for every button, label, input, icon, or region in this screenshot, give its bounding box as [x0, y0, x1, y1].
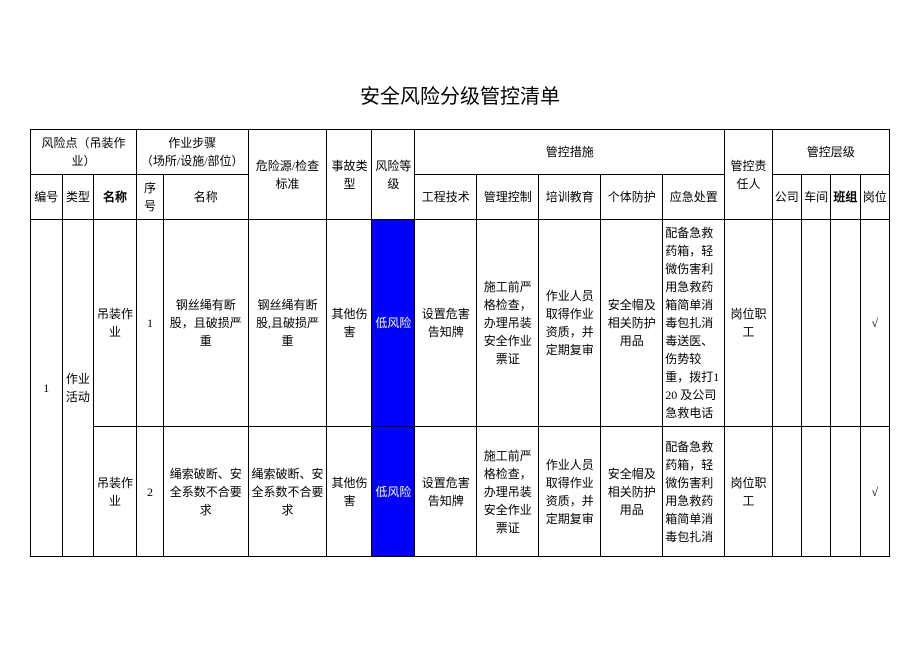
cell-hazard: 绳索破断、安全系数不合要求: [248, 427, 327, 557]
cell-ppe: 安全帽及相关防护用品: [601, 427, 663, 557]
hdr-ctrl-level: 管控层级: [772, 130, 889, 175]
hdr-seq: 序号: [136, 175, 163, 220]
hdr-name: 名称: [94, 175, 137, 220]
hdr-type: 类型: [62, 175, 94, 220]
hdr-no: 编号: [31, 175, 63, 220]
hdr-company: 公司: [772, 175, 801, 220]
cell-accident: 其他伤害: [327, 427, 372, 557]
cell-eng: 设置危害告知牌: [415, 220, 477, 427]
hdr-accident: 事故类型: [327, 130, 372, 220]
hdr-ppe: 个体防护: [601, 175, 663, 220]
hdr-eng: 工程技术: [415, 175, 477, 220]
hdr-risk-point: 风险点（吊装作业）: [31, 130, 137, 175]
cell-emerg: 配备急救药箱，轻微伤害利用急救药箱简单消毒包扎消: [663, 427, 725, 557]
cell-accident: 其他伤害: [327, 220, 372, 427]
cell-mgmt: 施工前严格检查，办理吊装安全作业票证: [477, 427, 539, 557]
cell-step: 绳索破断、安全系数不合要求: [163, 427, 248, 557]
cell-workshop: [801, 427, 830, 557]
table-row: 1 作业活动 吊装作业 1 钢丝绳有断股，且破损严重 钢丝绳有断股,且破损严重 …: [31, 220, 890, 427]
cell-company: [772, 220, 801, 427]
cell-post: √: [860, 427, 889, 557]
cell-resp: 岗位职工: [725, 220, 772, 427]
cell-seq: 2: [136, 427, 163, 557]
cell-workshop: [801, 220, 830, 427]
cell-name: 吊装作业: [94, 427, 137, 557]
cell-step: 钢丝绳有断股，且破损严重: [163, 220, 248, 427]
hdr-train: 培训教育: [539, 175, 601, 220]
risk-table: 风险点（吊装作业） 作业步骤 （场所/设施/部位） 危险源/检查标准 事故类型 …: [30, 129, 890, 557]
cell-train: 作业人员取得作业资质，并定期复审: [539, 427, 601, 557]
hdr-step-name: 名称: [163, 175, 248, 220]
cell-eng: 设置危害告知牌: [415, 427, 477, 557]
cell-mgmt: 施工前严格检查，办理吊装安全作业票证: [477, 220, 539, 427]
hdr-team: 班组: [831, 175, 860, 220]
cell-seq: 1: [136, 220, 163, 427]
hdr-measures: 管控措施: [415, 130, 725, 175]
cell-no: 1: [31, 220, 63, 557]
cell-level: 低风险: [372, 220, 415, 427]
cell-team: [831, 220, 860, 427]
hdr-emerg: 应急处置: [663, 175, 725, 220]
cell-level: 低风险: [372, 427, 415, 557]
cell-resp: 岗位职工: [725, 427, 772, 557]
cell-company: [772, 427, 801, 557]
cell-train: 作业人员取得作业资质，并定期复审: [539, 220, 601, 427]
hdr-post: 岗位: [860, 175, 889, 220]
cell-emerg: 配备急救药箱，轻微伤害利用急救药箱简单消毒包扎消毒送医、伤势较重，拨打120 及…: [663, 220, 725, 427]
cell-ppe: 安全帽及相关防护用品: [601, 220, 663, 427]
cell-post: √: [860, 220, 889, 427]
hdr-level: 风险等级: [372, 130, 415, 220]
cell-hazard: 钢丝绳有断股,且破损严重: [248, 220, 327, 427]
cell-name: 吊装作业: [94, 220, 137, 427]
cell-team: [831, 427, 860, 557]
hdr-responsible: 管控责任人: [725, 130, 772, 220]
table-row: 吊装作业 2 绳索破断、安全系数不合要求 绳索破断、安全系数不合要求 其他伤害 …: [31, 427, 890, 557]
cell-type: 作业活动: [62, 220, 94, 557]
page-title: 安全风险分级管控清单: [30, 80, 890, 109]
hdr-mgmt: 管理控制: [477, 175, 539, 220]
hdr-workshop: 车间: [801, 175, 830, 220]
hdr-hazard: 危险源/检查标准: [248, 130, 327, 220]
hdr-steps: 作业步骤 （场所/设施/部位）: [136, 130, 248, 175]
